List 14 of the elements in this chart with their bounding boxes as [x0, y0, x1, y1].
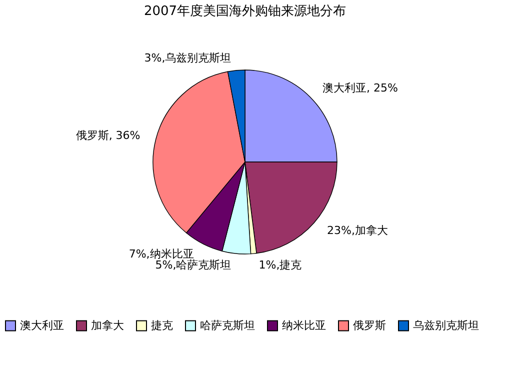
legend-label: 加拿大: [91, 318, 124, 332]
chart-title: 2007年度美国海外购铀来源地分布: [144, 3, 346, 19]
data-label: 澳大利亚, 25%: [322, 81, 398, 94]
legend-label: 俄罗斯: [353, 318, 386, 332]
data-label: 23%,加拿大: [327, 224, 388, 237]
legend-label: 澳大利亚: [20, 318, 64, 332]
data-label: 3%,乌兹别克斯坦: [144, 51, 232, 64]
legend-label: 纳米比亚: [282, 318, 326, 332]
legend-label: 哈萨克斯坦: [200, 318, 255, 332]
data-label: 1%,捷克: [258, 258, 302, 272]
data-label: 5%,哈萨克斯坦: [155, 258, 232, 272]
legend-label: 捷克: [151, 318, 173, 332]
data-label: 俄罗斯, 36%: [76, 129, 140, 142]
legend-label: 乌兹别克斯坦: [413, 318, 479, 332]
